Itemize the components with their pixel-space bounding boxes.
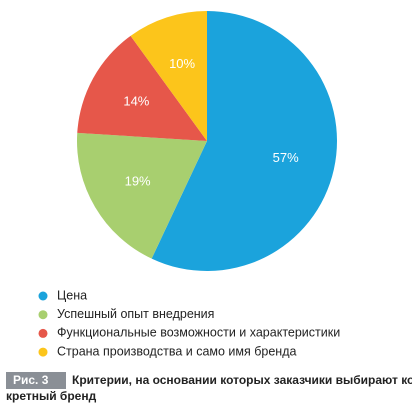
figure-label: Рис. 3 (13, 373, 49, 387)
slice-label: 57% (273, 150, 299, 165)
figure-label-box (6, 372, 66, 389)
legend-marker (38, 291, 48, 301)
slice-label: 10% (169, 56, 195, 71)
slice-label: 19% (125, 173, 151, 188)
legend-text: Успешный опыт внедрения (57, 307, 214, 321)
pie-slice (151, 11, 337, 271)
caption-line: кретный бренд (6, 389, 97, 403)
pie-slice (77, 35, 207, 141)
legend-text: Функциональные возможности и характерист… (57, 326, 340, 340)
legend-text: Цена (57, 288, 87, 302)
legend-marker (38, 347, 48, 357)
legend-text: Страна производства и само имя бренда (57, 344, 296, 358)
caption-line: Критерии, на основании которых заказчики… (72, 373, 412, 387)
slice-label: 14% (123, 94, 149, 109)
pie-slice (130, 11, 207, 141)
legend-marker (38, 328, 48, 338)
pie-slice (77, 132, 207, 259)
legend-marker (38, 310, 48, 320)
